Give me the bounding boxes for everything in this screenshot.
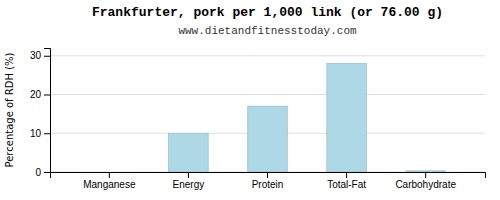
x-tick-mark bbox=[346, 172, 347, 178]
x-tick: Energy bbox=[173, 172, 205, 190]
x-axis-line bbox=[51, 173, 486, 179]
x-tick-label: Total-Fat bbox=[327, 179, 366, 190]
x-tick: Protein bbox=[252, 172, 284, 190]
chart: Frankfurter, pork per 1,000 link (or 76.… bbox=[0, 0, 500, 200]
y-tick: 0 bbox=[35, 167, 50, 178]
y-tick-label: 0 bbox=[35, 167, 41, 178]
y-tick: 30 bbox=[30, 50, 50, 61]
title: Frankfurter, pork per 1,000 link (or 76.… bbox=[92, 5, 443, 20]
grid-line bbox=[50, 94, 485, 95]
x-tick-mark bbox=[109, 172, 110, 178]
x-tick: Manganese bbox=[83, 172, 136, 190]
x-tick-mark bbox=[267, 172, 268, 178]
grid bbox=[50, 56, 485, 172]
y-tick-label: 10 bbox=[30, 128, 42, 139]
y-axis-line bbox=[44, 49, 51, 173]
x-tick: Total-Fat bbox=[327, 172, 366, 190]
x-tick-label: Energy bbox=[173, 179, 205, 190]
bar bbox=[327, 64, 367, 173]
subtitle: www.dietandfitnesstoday.com bbox=[178, 25, 357, 37]
y-tick-mark bbox=[44, 56, 50, 57]
bars bbox=[169, 64, 446, 173]
x-tick: Carbohydrate bbox=[395, 172, 456, 190]
bar bbox=[90, 172, 130, 173]
y-axis-title: Percentage of RDH (%) bbox=[4, 52, 15, 167]
plot: 0 10 20 30 Manganese Energy Protein Total-Fat Ca… bbox=[30, 49, 486, 191]
y-axis: 0 10 20 30 bbox=[30, 49, 51, 178]
x-axis: Manganese Energy Protein Total-Fat Carbohydr… bbox=[51, 172, 486, 190]
bar bbox=[169, 133, 209, 172]
y-tick-mark bbox=[44, 133, 50, 134]
y-tick-mark bbox=[44, 95, 50, 96]
y-tick-mark bbox=[44, 172, 50, 173]
y-tick-label: 20 bbox=[30, 89, 42, 100]
bar bbox=[406, 171, 446, 172]
x-tick-mark bbox=[425, 172, 426, 178]
x-tick-label: Carbohydrate bbox=[395, 179, 456, 190]
y-tick: 10 bbox=[30, 128, 50, 139]
y-tick: 20 bbox=[30, 89, 50, 100]
grid-line bbox=[50, 55, 485, 56]
x-tick-label: Manganese bbox=[83, 179, 136, 190]
x-tick-label: Protein bbox=[252, 179, 284, 190]
bar bbox=[248, 106, 288, 172]
x-tick-mark bbox=[188, 172, 189, 178]
y-tick-label: 30 bbox=[30, 50, 42, 61]
